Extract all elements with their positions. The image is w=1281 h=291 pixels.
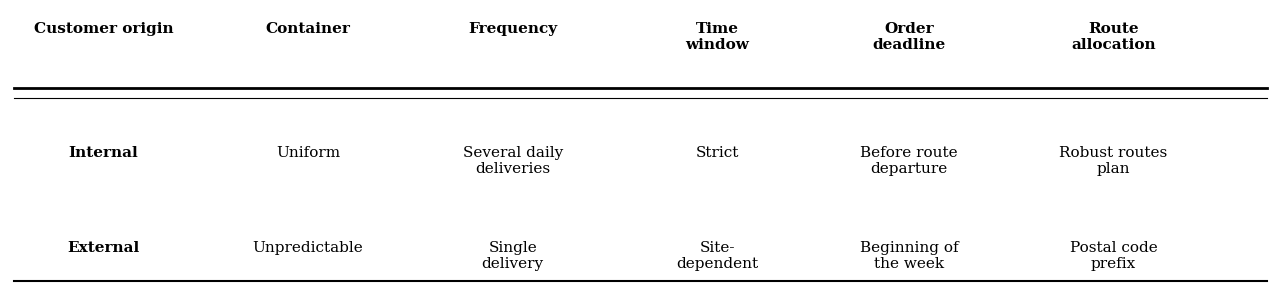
Text: Uniform: Uniform xyxy=(277,146,341,159)
Text: Frequency: Frequency xyxy=(468,22,557,36)
Text: Site-
dependent: Site- dependent xyxy=(676,241,758,271)
Text: Container: Container xyxy=(265,22,351,36)
Text: Several daily
deliveries: Several daily deliveries xyxy=(462,146,562,176)
Text: Order
deadline: Order deadline xyxy=(872,22,945,52)
Text: Time
window: Time window xyxy=(685,22,749,52)
Text: Before route
departure: Before route departure xyxy=(860,146,958,176)
Text: Single
delivery: Single delivery xyxy=(482,241,543,271)
Text: Customer origin: Customer origin xyxy=(33,22,173,36)
Text: Internal: Internal xyxy=(69,146,138,159)
Text: External: External xyxy=(68,241,140,255)
Text: Unpredictable: Unpredictable xyxy=(252,241,364,255)
Text: Robust routes
plan: Robust routes plan xyxy=(1059,146,1167,176)
Text: Postal code
prefix: Postal code prefix xyxy=(1070,241,1157,271)
Text: Beginning of
the week: Beginning of the week xyxy=(860,241,958,271)
Text: Strict: Strict xyxy=(696,146,739,159)
Text: Route
allocation: Route allocation xyxy=(1071,22,1155,52)
